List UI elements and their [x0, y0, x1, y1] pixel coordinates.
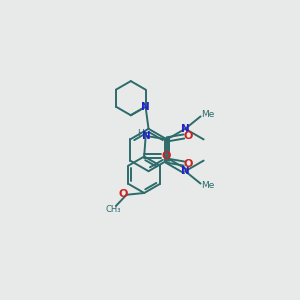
Text: N: N — [181, 166, 190, 176]
Text: O: O — [184, 158, 193, 169]
Text: O: O — [184, 131, 193, 142]
Text: O: O — [161, 151, 171, 161]
Text: O: O — [118, 190, 128, 200]
Text: H: H — [137, 129, 144, 138]
Text: N: N — [141, 102, 150, 112]
Text: N: N — [181, 124, 190, 134]
Text: Me: Me — [201, 181, 214, 190]
Text: N: N — [142, 131, 151, 142]
Text: CH₃: CH₃ — [105, 205, 121, 214]
Text: Me: Me — [201, 110, 214, 119]
